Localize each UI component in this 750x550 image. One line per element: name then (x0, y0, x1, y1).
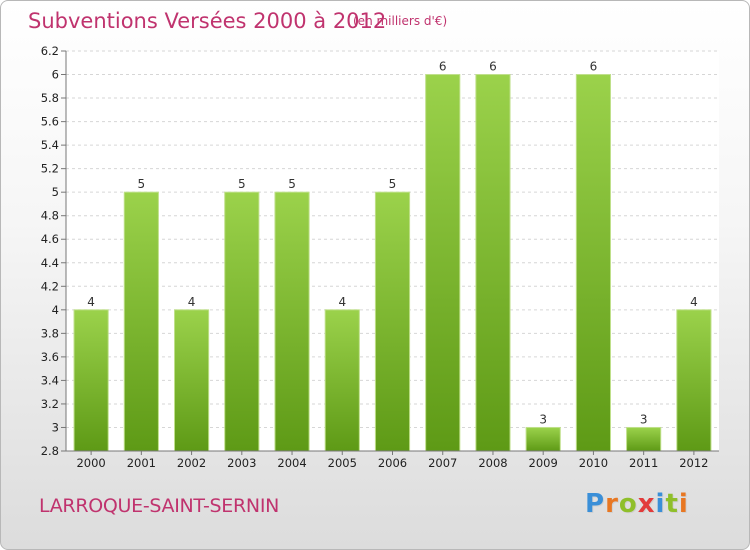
bar (676, 309, 712, 452)
bar-value-label: 3 (539, 412, 547, 426)
y-tick-label: 4.8 (41, 209, 59, 223)
y-tick-label: 2.8 (41, 444, 59, 458)
bar (73, 309, 109, 452)
bar-value-label: 4 (690, 295, 698, 309)
y-tick-label: 3.2 (41, 397, 59, 411)
logo-letter: P (585, 489, 606, 519)
chart-unit: (en milliers d'€) (353, 14, 448, 28)
x-tick-label: 2010 (579, 456, 608, 470)
bar (525, 426, 561, 452)
logo-letter: o (618, 489, 638, 519)
x-tick-label: 2009 (529, 456, 558, 470)
x-tick-label: 2005 (328, 456, 357, 470)
x-tick-label: 2011 (629, 456, 658, 470)
bar-value-label: 5 (138, 177, 146, 191)
x-tick-label: 2003 (227, 456, 256, 470)
bar-value-label: 6 (590, 60, 598, 74)
y-tick-label: 4 (52, 303, 59, 317)
y-tick-label: 4.2 (41, 279, 59, 293)
y-tick-label: 6 (52, 68, 59, 82)
bar (224, 191, 260, 452)
logo-letter: i (655, 489, 666, 519)
bar (123, 191, 159, 452)
y-tick-label: 3.8 (41, 326, 59, 340)
logo-letter: r (605, 489, 619, 519)
bar-value-label: 4 (188, 295, 196, 309)
y-tick-label: 5.8 (41, 91, 59, 105)
bar (173, 309, 210, 452)
bar-value-label: 5 (288, 177, 296, 191)
commune-name: LARROQUE-SAINT-SERNIN (39, 495, 280, 517)
y-tick-label: 5.6 (41, 115, 59, 129)
y-tick-label: 4.4 (41, 256, 59, 270)
y-tick-label: 5.2 (41, 162, 59, 176)
bar-value-label: 5 (389, 177, 397, 191)
y-tick-label: 6.2 (41, 44, 59, 58)
bar (274, 191, 310, 452)
logo-letter: i (678, 489, 689, 519)
x-tick-label: 2012 (679, 456, 708, 470)
bar (475, 74, 511, 452)
y-tick-label: 3.6 (41, 350, 59, 364)
chart-title: Subventions Versées 2000 à 2012 (28, 9, 387, 33)
bar (374, 191, 411, 452)
logo-letter: t (665, 489, 679, 519)
x-tick-label: 2000 (76, 456, 105, 470)
bar-value-label: 6 (439, 60, 447, 74)
bar (324, 309, 360, 452)
x-tick-label: 2006 (378, 456, 407, 470)
y-tick-label: 5.4 (41, 138, 59, 152)
bar-value-label: 3 (640, 412, 648, 426)
bar (575, 74, 612, 452)
y-tick-label: 5 (52, 185, 59, 199)
x-tick-label: 2001 (127, 456, 156, 470)
x-tick-label: 2004 (277, 456, 306, 470)
bar (626, 426, 662, 452)
x-tick-label: 2008 (478, 456, 507, 470)
bar-value-label: 6 (489, 60, 497, 74)
x-tick-label: 2007 (428, 456, 457, 470)
bar-value-label: 5 (238, 177, 246, 191)
bar-value-label: 4 (338, 295, 346, 309)
bar-value-label: 4 (87, 295, 95, 309)
y-tick-label: 3.4 (41, 373, 59, 387)
bar (425, 74, 461, 452)
proxiti-logo: Proxiti (585, 489, 689, 519)
y-tick-label: 4.6 (41, 232, 59, 246)
x-tick-label: 2002 (177, 456, 206, 470)
y-tick-label: 3 (52, 420, 59, 434)
logo-letter: x (637, 489, 656, 519)
